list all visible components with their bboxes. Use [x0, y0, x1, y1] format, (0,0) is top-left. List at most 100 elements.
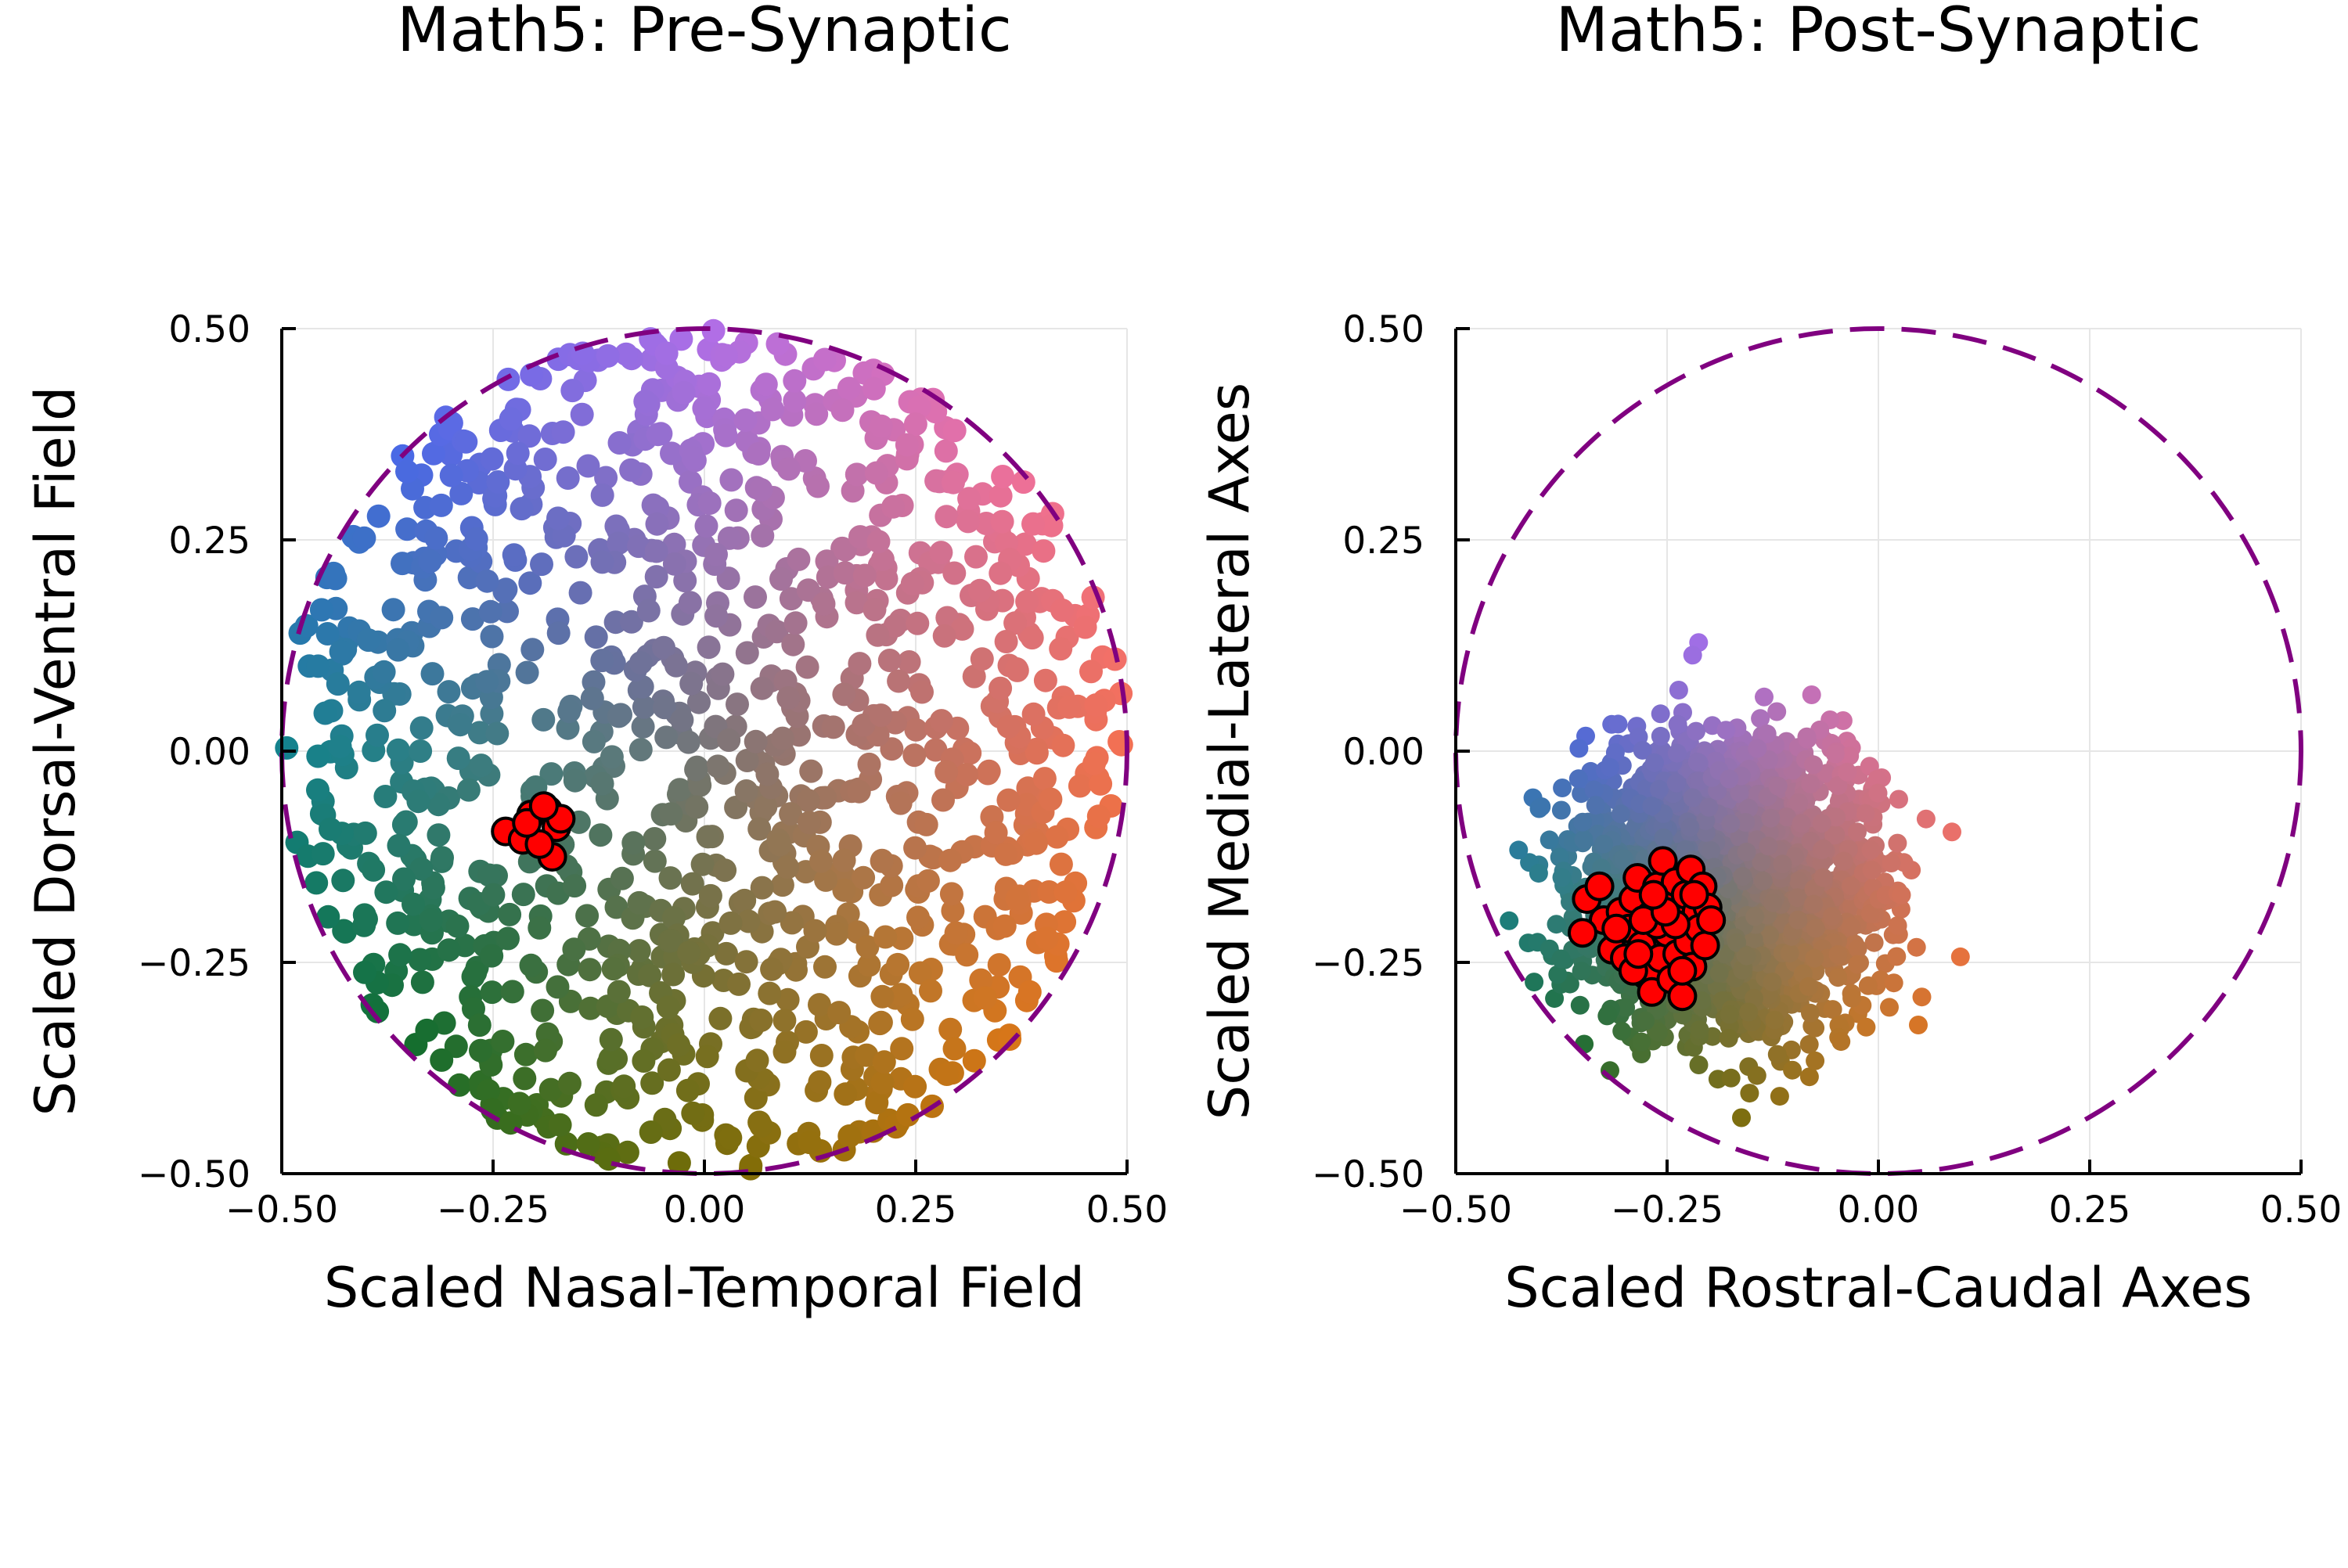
data-point	[1648, 1023, 1668, 1042]
data-point	[847, 779, 871, 804]
data-point	[881, 494, 906, 519]
data-point	[872, 1050, 896, 1074]
data-point	[799, 759, 823, 783]
data-point	[1840, 746, 1860, 766]
data-point	[1611, 804, 1630, 824]
data-point	[467, 721, 492, 745]
data-point	[866, 623, 890, 647]
data-point	[916, 869, 940, 893]
highlight-point	[1601, 913, 1632, 944]
data-point	[1068, 774, 1092, 798]
data-point	[795, 655, 819, 679]
x-tick-label: −0.50	[1399, 1189, 1512, 1232]
data-point	[719, 468, 744, 492]
data-point	[862, 598, 887, 622]
data-point	[386, 638, 410, 662]
data-point	[1789, 871, 1808, 890]
data-point	[772, 1040, 797, 1064]
data-point	[366, 999, 390, 1023]
data-point	[460, 607, 484, 631]
data-point	[1848, 939, 1867, 958]
data-point	[621, 831, 646, 855]
data-point	[1654, 828, 1673, 847]
data-point	[1828, 945, 1848, 964]
data-point	[969, 968, 993, 992]
data-point	[902, 743, 927, 768]
data-point	[770, 873, 794, 897]
data-point	[562, 937, 586, 962]
data-point	[779, 802, 803, 826]
data-point	[769, 567, 793, 591]
data-point	[598, 1047, 622, 1070]
data-point	[1614, 849, 1633, 869]
data-point	[1005, 886, 1029, 911]
data-point	[309, 598, 333, 622]
data-point	[855, 935, 880, 959]
x-tick-label: 0.50	[1086, 1189, 1169, 1232]
data-point	[1909, 1016, 1928, 1034]
data-point	[844, 462, 869, 487]
data-point	[751, 523, 775, 548]
data-point	[1669, 681, 1688, 699]
data-point	[1552, 868, 1572, 887]
data-point	[1823, 1000, 1842, 1020]
data-point	[870, 414, 893, 438]
data-point	[690, 852, 715, 876]
data-point	[306, 654, 330, 678]
data-point	[880, 873, 904, 897]
y-tick-label: 0.50	[168, 308, 250, 351]
chart-title: Math5: Pre-Synaptic	[397, 0, 1012, 66]
data-point	[1079, 660, 1103, 684]
data-point	[895, 433, 919, 457]
data-point	[1806, 919, 1825, 938]
highlight-point	[1667, 981, 1698, 1012]
data-point	[1548, 965, 1568, 984]
data-point	[1702, 841, 1720, 861]
data-point	[331, 869, 355, 893]
data-point	[957, 487, 981, 511]
data-point	[1752, 852, 1771, 872]
data-point	[903, 412, 927, 436]
data-point	[1889, 789, 1908, 809]
data-point	[781, 632, 805, 656]
data-point	[480, 447, 504, 471]
data-point	[678, 591, 702, 615]
data-point	[1753, 871, 1773, 890]
data-point	[596, 343, 620, 368]
data-point	[989, 484, 1013, 508]
data-point	[513, 1042, 538, 1066]
data-point	[477, 1079, 500, 1102]
data-point	[636, 599, 661, 623]
data-point	[1687, 753, 1707, 771]
data-point	[749, 477, 773, 502]
data-point	[632, 1049, 656, 1073]
data-point	[496, 926, 520, 951]
data-point	[1683, 788, 1702, 807]
data-point	[736, 909, 761, 933]
data-point	[1842, 917, 1861, 936]
data-point	[644, 565, 668, 589]
data-point	[870, 849, 894, 873]
data-point	[601, 957, 625, 981]
data-point	[1057, 695, 1082, 719]
data-point	[862, 376, 886, 401]
data-point	[906, 611, 930, 635]
data-point	[942, 419, 967, 443]
data-point	[1601, 757, 1620, 777]
axes	[1454, 327, 2303, 1175]
x-tick-labels: −0.50 −0.25 0.00 0.25 0.50	[225, 1189, 1168, 1232]
data-point	[563, 874, 587, 898]
data-point	[750, 876, 774, 900]
data-point	[1608, 714, 1628, 734]
data-point	[1017, 980, 1042, 1004]
data-point	[873, 925, 898, 949]
data-point	[886, 952, 910, 976]
data-point	[747, 817, 772, 841]
data-point	[903, 836, 927, 860]
data-point	[869, 703, 893, 728]
data-point	[502, 543, 526, 567]
highlight-point	[1623, 939, 1654, 969]
data-point	[874, 566, 899, 591]
data-point	[745, 1048, 769, 1073]
